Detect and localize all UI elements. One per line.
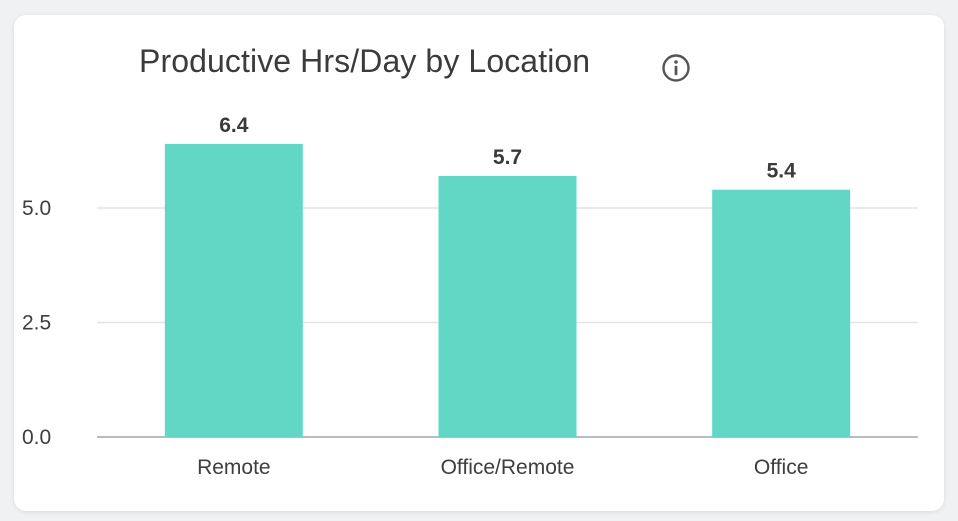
- y-tick-label: 0.0: [22, 426, 51, 449]
- category-label: Office/Remote: [441, 456, 575, 479]
- y-tick-label: 5.0: [22, 197, 51, 220]
- bar-remote[interactable]: [164, 143, 303, 437]
- chart-title: Productive Hrs/Day by Location: [139, 43, 591, 79]
- value-label: 5.4: [767, 160, 797, 183]
- value-label: 5.7: [493, 146, 522, 169]
- bars: [164, 143, 851, 437]
- category-label: Remote: [197, 456, 271, 479]
- category-label: Office: [754, 456, 808, 479]
- value-label: 6.4: [219, 114, 249, 137]
- labels: 0.0 2.5 5.0 6.4 Remote 5.7 Office/Remote 5.4 Off…: [22, 114, 808, 479]
- bar-office-remote[interactable]: [438, 175, 577, 437]
- y-tick-label: 2.5: [22, 312, 51, 335]
- info-icon[interactable]: [660, 52, 692, 84]
- bar-office[interactable]: [712, 189, 851, 437]
